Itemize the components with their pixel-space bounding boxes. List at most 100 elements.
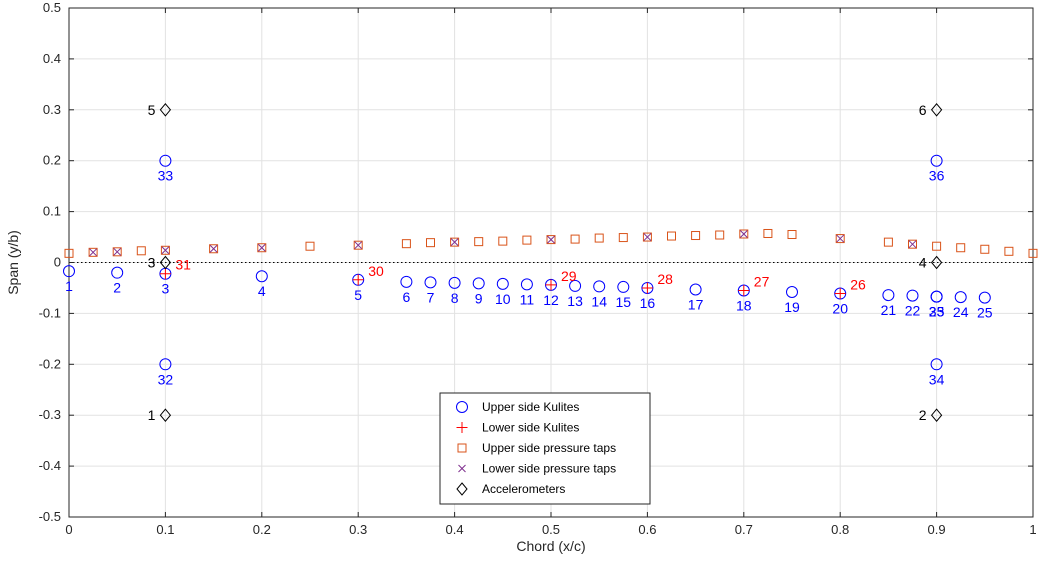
x-tick-label: 0.3 [349, 522, 367, 537]
upper-kulite-label: 6 [403, 289, 411, 305]
lower-side-pressure-taps-point [836, 234, 845, 243]
upper-side-pressure-taps-point [401, 239, 411, 249]
upper-side-pressure-taps-point [498, 236, 508, 246]
upper-kulite-label: 11 [520, 291, 535, 307]
upper-side-pressure-taps-point [257, 243, 267, 253]
upper-kulite-label: 32 [158, 371, 174, 387]
upper-side-pressure-taps-point [353, 240, 363, 250]
upper-kulite-label: 34 [929, 371, 945, 387]
upper-side-pressure-taps-point [450, 237, 460, 247]
accelerometer-label: 3 [148, 255, 156, 271]
lower-side-pressure-taps-point [547, 235, 555, 244]
point-labels: 1 2 3 4 5 6 7 8 9 10 11 12 13 14 15 16 17 18 19 20 21 22 23 24 2… [65, 102, 993, 423]
accelerometers-point [159, 103, 172, 117]
upper-side-kulites-point [496, 277, 509, 290]
x-tick-label: 1 [1029, 522, 1036, 537]
upper-kulite-label: 22 [905, 303, 921, 319]
legend-marker [457, 443, 467, 453]
upper-kulite-label: 1 [65, 278, 73, 294]
legend-box [439, 392, 651, 505]
upper-kulite-label: 17 [688, 296, 704, 312]
upper-kulite-label: 9 [475, 290, 483, 306]
lower-side-pressure-taps-point [450, 238, 459, 246]
lower-kulite-label: 31 [175, 257, 191, 273]
legend-entry-label: Upper side Kulites [482, 400, 579, 414]
upper-side-kulites-point [930, 290, 943, 303]
upper-side-pressure-taps-point [715, 230, 725, 240]
axis-ticks: 0 0.1 0.2 0.3 0.4 0.5 0.6 0.7 0.8 0.9 1 -0.5 -0.4 -0.… [39, 0, 1037, 537]
upper-side-kulites-point [520, 278, 533, 291]
legend-marker [456, 482, 468, 496]
upper-side-kulites-point [63, 265, 75, 278]
lower-side-pressure-taps-point [354, 241, 363, 250]
lower-side-pressure-taps-point [257, 243, 266, 252]
accelerometers-point [159, 255, 172, 270]
upper-side-pressure-taps-point [642, 232, 652, 242]
legend-marker [456, 422, 468, 433]
upper-side-pressure-taps-point [112, 247, 122, 257]
y-tick-label: 0.3 [43, 102, 61, 117]
upper-kulite-label: 33 [158, 168, 174, 184]
lower-kulite-label: 27 [754, 273, 770, 289]
upper-kulite-label: 36 [929, 168, 945, 184]
upper-side-pressure-taps-point [739, 229, 749, 239]
upper-side-pressure-taps-point [136, 246, 146, 256]
upper-kulite-label: 20 [832, 301, 848, 317]
upper-side-kulites-point [448, 276, 461, 289]
y-tick-label: 0.5 [43, 0, 61, 15]
accelerometers-point [930, 408, 943, 422]
upper-side-pressure-taps-point [908, 239, 917, 249]
upper-kulite-label: 13 [567, 293, 583, 309]
lower-side-kulites-point [738, 284, 750, 296]
upper-side-pressure-taps-point [1004, 246, 1014, 256]
y-axis-title: Span (y/b) [5, 230, 21, 295]
y-tick-label: -0.3 [39, 407, 61, 422]
x-tick-label: 0.4 [446, 522, 464, 537]
upper-side-pressure-taps-point [956, 243, 966, 253]
upper-side-pressure-taps-point [209, 244, 219, 254]
accelerometer-label: 4 [919, 255, 927, 271]
x-tick-label: 0.7 [735, 522, 753, 537]
lower-side-kulites-point [159, 268, 171, 280]
upper-kulite-label: 3 [162, 281, 170, 297]
upper-side-pressure-taps-point [546, 235, 556, 245]
lower-side-kulites-point [352, 274, 364, 286]
upper-kulite-label: 5 [354, 287, 362, 303]
y-tick-label: 0.2 [43, 153, 61, 168]
upper-side-pressure-taps-point [883, 237, 893, 247]
x-tick-label: 0.8 [831, 522, 849, 537]
upper-side-kulites-point [400, 275, 413, 288]
x-tick-label: 0.6 [638, 522, 656, 537]
upper-kulite-label: 35 [929, 304, 945, 320]
upper-side-kulites-point [159, 358, 172, 371]
upper-kulite-label: 14 [591, 293, 607, 309]
upper-side-kulites-point [930, 154, 943, 167]
x-tick-label: 0.2 [253, 522, 271, 537]
upper-side-pressure-taps-point [835, 234, 845, 244]
upper-kulite-label: 19 [784, 299, 800, 315]
accelerometers-point [930, 255, 943, 270]
upper-side-kulites-point [954, 291, 967, 304]
y-tick-label: -0.5 [39, 509, 61, 524]
upper-side-kulites-point [424, 276, 437, 289]
accelerometer-label: 1 [148, 407, 156, 423]
accelerometer-label: 6 [919, 102, 927, 118]
legend-entry-label: Upper side pressure taps [482, 441, 616, 455]
upper-side-pressure-taps-point [667, 231, 676, 241]
upper-kulite-label: 24 [953, 304, 969, 320]
upper-side-kulites-point [906, 289, 919, 302]
upper-side-pressure-taps-point [426, 238, 435, 248]
lower-side-pressure-taps-point [908, 240, 917, 249]
x-tick-label: 0.5 [542, 522, 560, 537]
lower-kulite-label: 30 [368, 263, 384, 279]
upper-side-kulites-point [882, 289, 895, 302]
upper-side-kulites-point [978, 291, 991, 304]
accelerometer-label: 2 [919, 407, 927, 423]
upper-side-kulites-point [111, 266, 124, 279]
upper-kulite-label: 16 [640, 295, 656, 311]
upper-side-pressure-taps-point [763, 228, 773, 238]
upper-kulite-label: 21 [881, 302, 897, 318]
upper-kulite-label: 12 [543, 292, 559, 308]
lower-side-pressure-taps-point [161, 246, 170, 255]
x-tick-label: 0 [65, 522, 72, 537]
